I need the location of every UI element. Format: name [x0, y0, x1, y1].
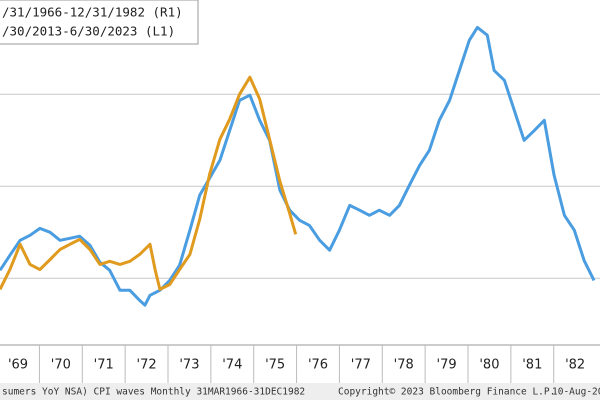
x-tick-label: '73 — [179, 358, 199, 373]
x-tick-label: '75 — [265, 358, 285, 373]
footer-left: sumers YoY NSA) CPI waves Monthly 31MAR1… — [2, 387, 305, 398]
x-tick-label: '80 — [479, 358, 499, 373]
x-tick-label: '74 — [222, 358, 242, 373]
x-tick-label: '76 — [308, 358, 328, 373]
series-line — [0, 75, 298, 291]
x-tick-label: '79 — [437, 358, 457, 373]
footer-right: 10-Aug-202 — [552, 387, 600, 398]
legend-box — [0, 0, 199, 45]
legend-entry: /30/2013-6/30/2023 (L1) — [2, 24, 175, 39]
plot-area — [0, 25, 600, 307]
x-tick-label: '81 — [522, 358, 542, 373]
footer-band — [0, 383, 600, 400]
x-tick-label: '70 — [51, 358, 71, 373]
x-tick-label: '71 — [94, 358, 114, 373]
x-tick-label: '72 — [137, 358, 157, 373]
footer-middle: Copyright© 2023 Bloomberg Finance L.P. — [338, 387, 555, 398]
x-tick-label: '78 — [394, 358, 414, 373]
x-tick-label: '69 — [8, 358, 28, 373]
x-tick-label: '77 — [351, 358, 371, 373]
x-tick-label: '82 — [565, 358, 585, 373]
legend-entry: /31/1966-12/31/1982 (R1) — [2, 5, 183, 20]
